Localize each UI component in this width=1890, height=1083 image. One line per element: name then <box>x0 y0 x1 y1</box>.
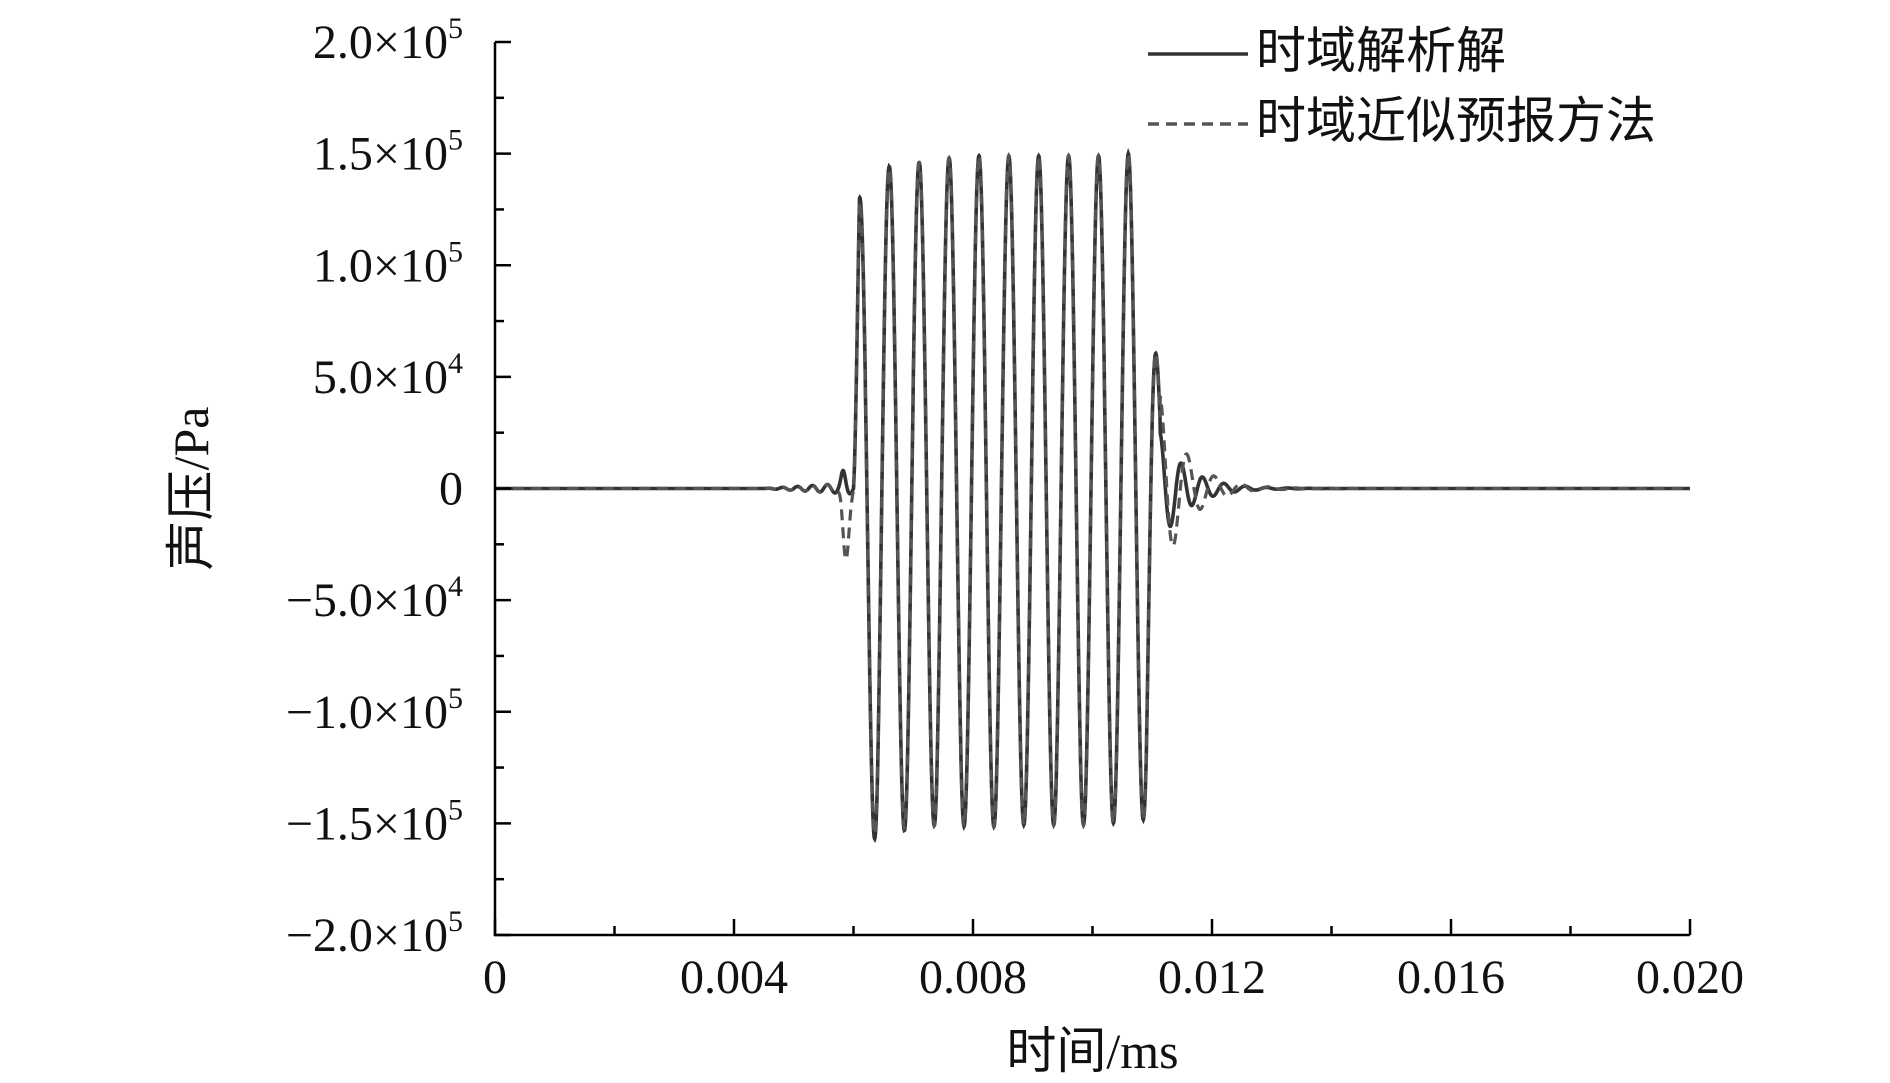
y-tick-label: 2.0×105 <box>313 12 463 69</box>
y-tick-label: 1.5×105 <box>313 124 463 181</box>
x-tick-label: 0.012 <box>1158 951 1266 1004</box>
y-tick-label: −5.0×104 <box>286 570 463 627</box>
x-tick-label: 0.016 <box>1397 951 1505 1004</box>
y-tick-label: 5.0×104 <box>313 347 463 404</box>
series-line-analytic <box>495 147 1690 844</box>
y-tick-label: −1.0×105 <box>286 682 463 739</box>
legend-label: 时域近似预报方法 <box>1256 93 1656 149</box>
y-tick-label: −2.0×105 <box>286 905 463 962</box>
y-axis-title: 声压/Pa <box>163 407 219 571</box>
y-tick-label: 0 <box>439 463 463 516</box>
axes: 2.0×105 1.5×105 1.0×105 5.0×104 0 −5.0×104 −1.… <box>163 12 1744 1079</box>
x-tick-label: 0.020 <box>1636 951 1744 1004</box>
x-tick-label: 0 <box>483 951 507 1004</box>
series-line-approx <box>495 148 1690 839</box>
legend-label: 时域解析解 <box>1256 23 1506 79</box>
y-tick-label: 1.0×105 <box>313 235 463 292</box>
x-tick-label: 0.004 <box>680 951 788 1004</box>
x-tick-label: 0.008 <box>919 951 1027 1004</box>
plot-area <box>495 147 1690 844</box>
x-axis-title: 时间/ms <box>1006 1023 1178 1079</box>
y-tick-label: −1.5×105 <box>286 793 463 850</box>
